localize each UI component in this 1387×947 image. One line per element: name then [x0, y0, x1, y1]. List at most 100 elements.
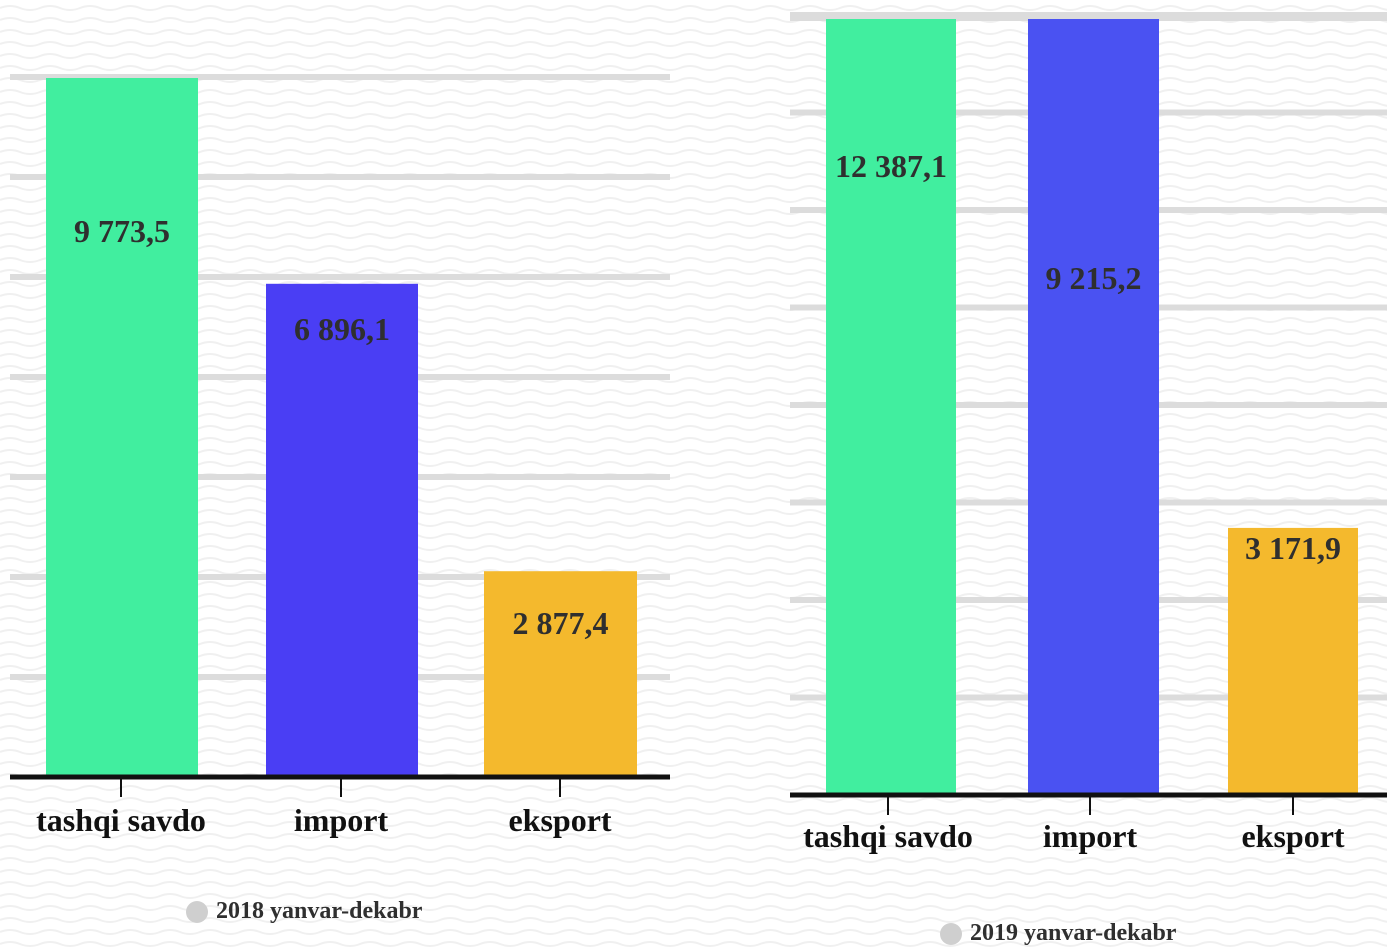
- wave-line: [0, 725, 1387, 731]
- chart-2018: 9 773,5 6 896,1 2 877,4 tashqi savdo import e…: [0, 0, 690, 947]
- wave-line: [0, 5, 1387, 11]
- wave-line: [0, 713, 1387, 719]
- wave-line: [0, 137, 1387, 143]
- wave-line: [0, 569, 1387, 575]
- wave-line: [0, 929, 1387, 935]
- chart-2018-tick-label: tashqi savdo: [36, 802, 206, 838]
- wave-line: [0, 185, 1387, 191]
- wave-line: [0, 365, 1387, 371]
- chart-2018-tick: [120, 777, 122, 797]
- wave-line: [0, 197, 1387, 203]
- wave-line: [0, 485, 1387, 491]
- wave-line: [0, 449, 1387, 455]
- legend-2019: 2019 yanvar-dekabr: [940, 920, 1176, 947]
- wave-line: [0, 245, 1387, 251]
- chart-2019-gridline: [790, 15, 1387, 21]
- chart-2019-tick: [887, 795, 889, 815]
- wave-line: [0, 641, 1387, 647]
- chart-2019-plot: 12 387,1 9 215,2 3 171,9 tashqi savdo import…: [790, 12, 1387, 854]
- wave-line: [0, 281, 1387, 287]
- wave-line: [0, 29, 1387, 35]
- wave-line: [0, 701, 1387, 707]
- chart-2019-tick-label: tashqi savdo: [803, 818, 973, 854]
- chart-2018-bar-tashqi-savdo: [46, 78, 198, 777]
- wave-line: [0, 809, 1387, 815]
- wave-line: [0, 65, 1387, 71]
- chart-2018-bar-eksport: [484, 571, 637, 777]
- wave-line: [0, 605, 1387, 611]
- wave-line: [0, 317, 1387, 323]
- chart-2019: 12 387,1 9 215,2 3 171,9 tashqi savdo import…: [690, 0, 1387, 947]
- chart-2018-bar-import: [266, 283, 418, 777]
- chart-2018-tick: [340, 777, 342, 797]
- wave-line: [0, 821, 1387, 827]
- wave-line: [0, 533, 1387, 539]
- chart-2018-value-label: 2 877,4: [513, 605, 609, 641]
- wave-line: [0, 557, 1387, 563]
- wave-line: [0, 353, 1387, 359]
- wave-line: [0, 41, 1387, 47]
- chart-2019-bar-eksport: [1228, 527, 1358, 795]
- wave-line: [0, 653, 1387, 659]
- wave-line: [0, 545, 1387, 551]
- chart-2018-tick: [559, 777, 561, 797]
- chart-2019-bar-tashqi-savdo: [826, 19, 956, 795]
- wave-line: [0, 413, 1387, 419]
- legend-2019-marker: [940, 922, 962, 945]
- wave-line: [0, 617, 1387, 623]
- wave-line: [0, 893, 1387, 899]
- chart-2018-tick-label: import: [294, 802, 389, 838]
- chart-2018-gridline: [10, 174, 670, 180]
- chart-2019-value-label: 9 215,2: [1046, 260, 1142, 296]
- wave-line: [0, 917, 1387, 923]
- legend-2018: 2018 yanvar-dekabr: [186, 898, 422, 925]
- wave-line: [0, 941, 1387, 947]
- chart-2019-tick: [1089, 795, 1091, 815]
- chart-2019-tick-label: import: [1043, 818, 1138, 854]
- wave-line: [0, 689, 1387, 695]
- wave-line: [0, 149, 1387, 155]
- wave-line: [0, 833, 1387, 839]
- wave-line: [0, 593, 1387, 599]
- chart-2018-tick-label: eksport: [508, 802, 611, 838]
- wave-line: [0, 737, 1387, 743]
- chart-2019-tick-label: eksport: [1241, 818, 1344, 854]
- legend-2018-label: 2018 yanvar-dekabr: [216, 898, 423, 924]
- wave-line: [0, 761, 1387, 767]
- chart-2019-tick: [1292, 795, 1294, 815]
- wave-line: [0, 425, 1387, 431]
- wave-line: [0, 77, 1387, 83]
- wave-line: [0, 161, 1387, 167]
- wave-line: [0, 509, 1387, 515]
- wave-line: [0, 257, 1387, 263]
- wave-line: [0, 785, 1387, 791]
- chart-2018-plot: 9 773,5 6 896,1 2 877,4 tashqi savdo import e…: [10, 74, 670, 838]
- wave-line: [0, 497, 1387, 503]
- wave-line: [0, 53, 1387, 59]
- wave-line: [0, 677, 1387, 683]
- chart-2018-value-label: 9 773,5: [74, 213, 170, 249]
- wave-line: [0, 581, 1387, 587]
- wave-line: [0, 269, 1387, 275]
- wave-line: [0, 389, 1387, 395]
- wave-line: [0, 377, 1387, 383]
- wave-line: [0, 341, 1387, 347]
- wave-line: [0, 329, 1387, 335]
- wave-line: [0, 293, 1387, 299]
- chart-2019-value-label: 3 171,9: [1245, 530, 1341, 566]
- wave-line: [0, 437, 1387, 443]
- wave-line: [0, 881, 1387, 887]
- wave-line: [0, 845, 1387, 851]
- chart-2018-value-label: 6 896,1: [294, 311, 390, 347]
- wave-line: [0, 869, 1387, 875]
- chart-2019-bar-import: [1028, 19, 1159, 795]
- chart-2018-gridline: [10, 74, 670, 80]
- wave-line: [0, 233, 1387, 239]
- wave-line: [0, 797, 1387, 803]
- wave-line: [0, 101, 1387, 107]
- wave-line: [0, 629, 1387, 635]
- wave-line: [0, 125, 1387, 131]
- wave-line: [0, 749, 1387, 755]
- wave-line: [0, 905, 1387, 911]
- wave-line: [0, 521, 1387, 527]
